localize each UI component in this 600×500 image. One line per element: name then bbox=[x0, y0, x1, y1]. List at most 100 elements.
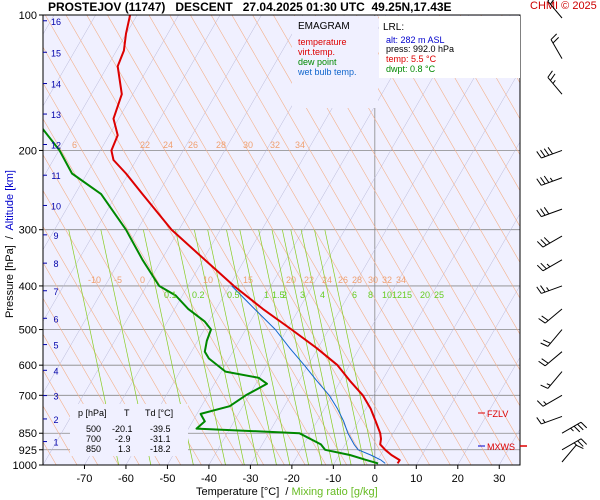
adiabat-label: 30 bbox=[243, 140, 253, 150]
lrl-box: LRL: alt: 282 m ASL press: 992.0 hPa tem… bbox=[379, 16, 520, 78]
wind-barb bbox=[536, 285, 563, 294]
wind-barb-flag bbox=[543, 237, 551, 244]
wind-barb bbox=[547, 70, 563, 95]
wind-barb-staff bbox=[547, 77, 563, 95]
wind-barb-half-flag bbox=[543, 401, 547, 405]
plot-background bbox=[43, 15, 520, 465]
wind-barb-flag bbox=[540, 384, 549, 389]
adiabat-label: 20 bbox=[286, 275, 296, 285]
adiabat-label: 32 bbox=[382, 275, 392, 285]
adiabat-label: 6 bbox=[72, 140, 77, 150]
wind-barb-flag bbox=[536, 151, 542, 159]
mixing-ratio-label: 20 bbox=[420, 290, 430, 300]
adiabat-line bbox=[231, 15, 493, 465]
copyright: CHMI © 2025 bbox=[530, 0, 597, 12]
temperature-tick-label: 20 bbox=[452, 473, 464, 485]
temperature-tick-label: -70 bbox=[77, 473, 93, 485]
altitude-tick-label: 15 bbox=[51, 48, 61, 58]
table-row-p: 850 bbox=[86, 444, 101, 454]
pressure-tick-label: 400 bbox=[19, 281, 37, 293]
wind-barb-half-flag bbox=[549, 177, 554, 182]
adiabat-line bbox=[43, 333, 119, 465]
wind-barb bbox=[561, 438, 588, 451]
temperature-tick-label: -20 bbox=[284, 473, 300, 485]
adiabat-line bbox=[43, 154, 223, 465]
fzlv-marker: FZLV bbox=[478, 409, 508, 419]
pressure-tick-label: 925 bbox=[19, 445, 37, 457]
adiabat-label: 26 bbox=[338, 275, 348, 285]
wind-barb-flag bbox=[538, 318, 546, 324]
adiabat-line bbox=[43, 261, 161, 465]
wind-barb-flag bbox=[550, 0, 554, 5]
pressure-tick-label: 300 bbox=[19, 225, 37, 237]
pressure-tick-label: 850 bbox=[19, 428, 37, 440]
wind-barb-flag bbox=[540, 342, 549, 347]
altitude-tick-label: 11 bbox=[51, 171, 60, 181]
altitude-tick-label: 4 bbox=[53, 366, 58, 376]
adiabat-line bbox=[522, 15, 600, 465]
adiabat-label: -10 bbox=[88, 275, 101, 285]
isotherm-line bbox=[582, 15, 600, 465]
table-header-td: Td [°C] bbox=[145, 408, 173, 418]
temperature-series-line bbox=[110, 15, 401, 464]
altitude-tick-label: 2 bbox=[53, 415, 58, 425]
adiabat-line bbox=[65, 15, 327, 465]
wind-barb-flag bbox=[577, 440, 584, 447]
mixing-ratio-label: 25 bbox=[434, 290, 444, 300]
isotherm-line bbox=[208, 15, 470, 465]
mixing-ratio-line bbox=[281, 229, 333, 465]
wind-barb-flag bbox=[536, 400, 544, 407]
pressure-tick-label: 100 bbox=[19, 10, 37, 22]
adiabat-line bbox=[148, 15, 410, 465]
adiabat-line bbox=[43, 225, 182, 465]
mixing-ratio-label: 1.5 bbox=[272, 290, 285, 300]
table-row-td: -18.2 bbox=[150, 444, 171, 454]
wind-barb-flag bbox=[543, 148, 550, 156]
wind-barb-staff bbox=[547, 329, 563, 347]
isotherm-line bbox=[416, 285, 520, 465]
wind-barb-flag bbox=[573, 425, 581, 433]
table-header-t: T bbox=[124, 408, 130, 418]
mixing-ratio-label: 6 bbox=[352, 290, 357, 300]
wind-barb-staff bbox=[541, 177, 563, 186]
wind-barb bbox=[538, 351, 563, 367]
adiabat-line bbox=[418, 15, 520, 192]
adiabat-line bbox=[43, 297, 140, 465]
table-header-p: p [hPa] bbox=[78, 408, 107, 418]
mixing-ratio-label: 4 bbox=[320, 290, 325, 300]
wind-barb bbox=[550, 33, 563, 59]
wind-barb bbox=[540, 329, 563, 347]
wind-barb-flag bbox=[536, 264, 544, 272]
adiabat-line bbox=[210, 15, 472, 465]
adiabat-label: 26 bbox=[188, 140, 198, 150]
legend-title: EMAGRAM bbox=[298, 21, 350, 32]
wind-barb-half-flag bbox=[552, 79, 556, 84]
adiabat-line bbox=[169, 15, 430, 465]
wind-barb bbox=[561, 421, 588, 434]
wind-barb-flag bbox=[552, 37, 560, 44]
wind-barb-flag bbox=[550, 73, 556, 81]
wind-barb-flag bbox=[536, 417, 542, 425]
wind-barb-flag bbox=[540, 262, 547, 270]
wind-barb bbox=[536, 415, 563, 425]
adiabat-line bbox=[44, 15, 306, 465]
mixing-ratio-label: 8 bbox=[368, 290, 373, 300]
wind-barb-flag bbox=[536, 209, 542, 217]
wind-barb bbox=[536, 175, 563, 186]
x-axis-label: Temperature [°C] / Mixing ratio [g/kg] bbox=[196, 486, 378, 498]
lrl-press: press: 992.0 hPa bbox=[386, 44, 454, 54]
wind-barb-staff bbox=[542, 259, 563, 272]
wind-barb-staff bbox=[561, 421, 582, 434]
temperature-tick-label: 30 bbox=[493, 473, 505, 485]
altitude-tick-label: 6 bbox=[53, 314, 58, 324]
adiabat-line bbox=[397, 15, 520, 228]
adiabat-label: 28 bbox=[352, 275, 362, 285]
table-row-p: 500 bbox=[86, 424, 101, 434]
isotherm-line bbox=[250, 15, 511, 465]
isotherm-line bbox=[43, 15, 221, 322]
adiabat-label: 34 bbox=[295, 140, 305, 150]
temperature-tick-label: -60 bbox=[118, 473, 134, 485]
altitude-tick-label: 7 bbox=[53, 287, 58, 297]
wind-barb bbox=[547, 0, 563, 19]
wind-barb-flag bbox=[540, 239, 547, 246]
